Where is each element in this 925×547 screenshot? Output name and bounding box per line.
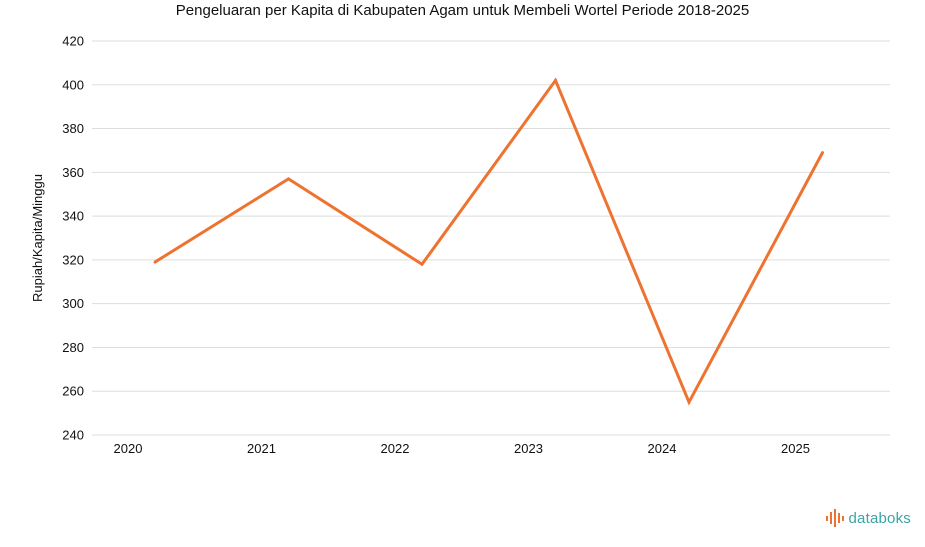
- y-tick-label: 340: [62, 209, 84, 224]
- y-tick-label: 400: [62, 77, 84, 92]
- y-tick-label: 320: [62, 252, 84, 267]
- data-point: [687, 400, 691, 404]
- data-point: [821, 151, 824, 155]
- y-tick-label: 300: [62, 296, 84, 311]
- grid-lines: [92, 40, 890, 436]
- data-point: [153, 260, 157, 264]
- y-axis-ticks: 240 260 280 300 320 340 360 380 400 420: [62, 34, 84, 443]
- x-tick-label: 2025: [781, 441, 810, 456]
- databoks-bars-icon: [825, 509, 844, 527]
- chart-title: Pengeluaran per Kapita di Kabupaten Agam…: [175, 2, 750, 19]
- y-axis-title: Rupiah/Kapita/Minggu: [30, 174, 45, 302]
- y-tick-label: 380: [62, 121, 84, 136]
- y-tick-label: 280: [62, 340, 84, 355]
- data-point: [554, 78, 557, 82]
- y-tick-label: 360: [62, 165, 84, 180]
- x-tick-label: 2024: [648, 441, 677, 456]
- y-tick-label: 420: [62, 34, 84, 49]
- series-layer: [153, 77, 824, 406]
- y-tick-label: 240: [62, 428, 84, 443]
- series-line: [154, 77, 824, 406]
- data-point: [420, 262, 424, 266]
- x-tick-label: 2022: [381, 441, 410, 456]
- data-point: [287, 177, 290, 181]
- databoks-logo-text: databoks: [848, 509, 911, 527]
- databoks-logo: databoks: [825, 509, 911, 527]
- y-tick-label: 260: [62, 384, 84, 399]
- x-tick-label: 2021: [247, 441, 276, 456]
- x-axis-ticks: 2020 2021 2022 2023 2024 2025: [114, 441, 810, 456]
- x-tick-label: 2023: [514, 441, 543, 456]
- x-tick-label: 2020: [114, 441, 143, 456]
